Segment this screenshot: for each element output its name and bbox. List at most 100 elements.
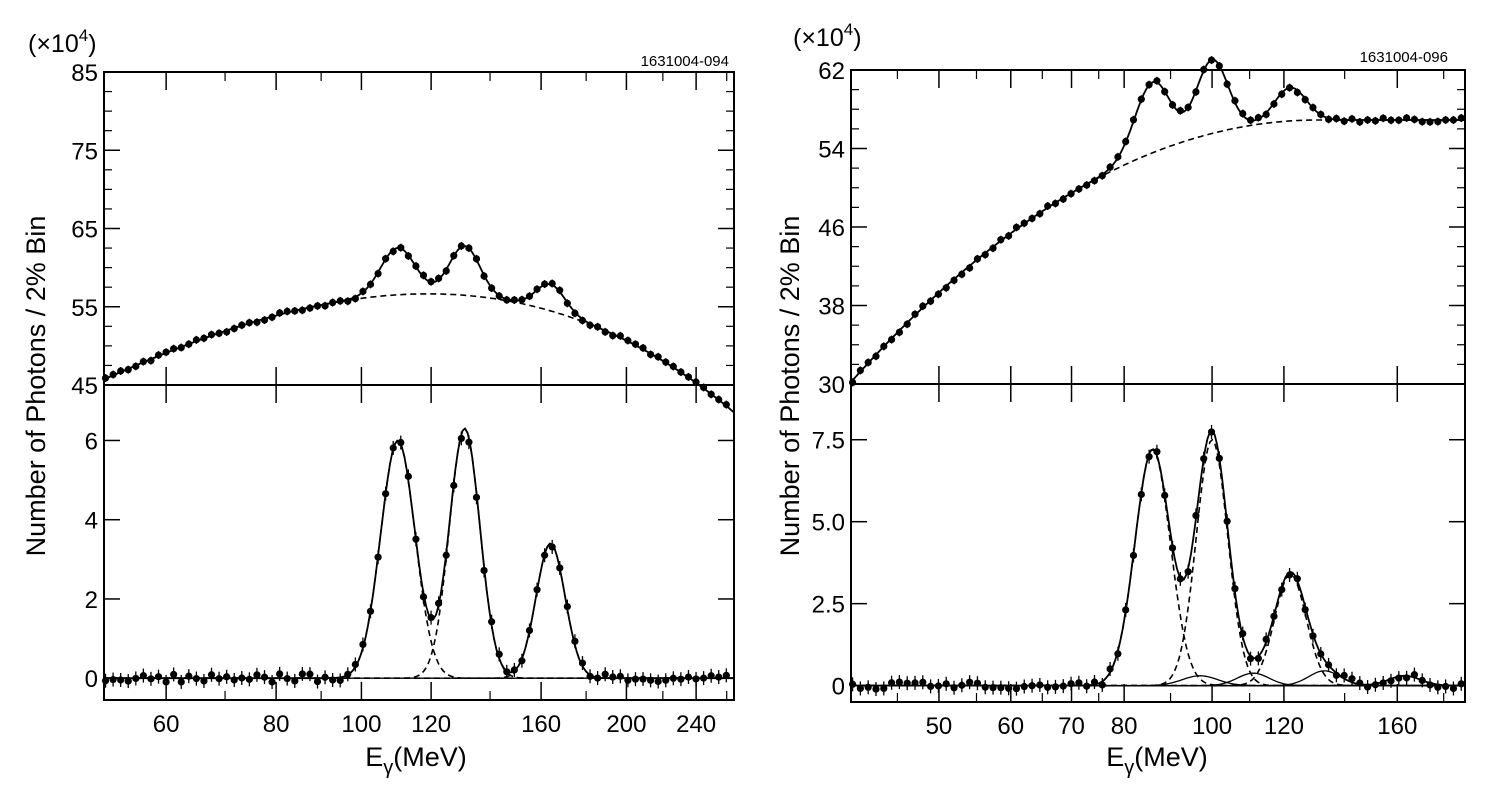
right-y-axis-title: Number of Photons / 2% Bin	[775, 216, 805, 557]
left-upper-data-point	[374, 269, 382, 278]
right-lower-y-tick-label: 2.5	[812, 592, 845, 619]
left-upper-data-point	[291, 307, 299, 315]
left-x-axis-title: Eγ(MeV)	[365, 742, 467, 779]
left-lower-data-point	[245, 675, 253, 683]
right-upper-data-point	[1044, 202, 1052, 210]
right-upper-data-point	[1309, 103, 1317, 112]
left-lower-data-point	[313, 677, 322, 686]
right-upper-data-point	[1457, 114, 1465, 122]
right-upper-data-point	[1285, 84, 1294, 92]
left-upper-data-point	[238, 321, 246, 329]
left-lower-data-point	[298, 670, 306, 678]
left-lower-data-point	[609, 673, 617, 681]
right-lower-data-point	[950, 684, 958, 692]
right-upper-data-point	[997, 236, 1005, 244]
left-upper-data-point	[624, 336, 632, 345]
left-lower-y-tick-label: 2	[85, 587, 98, 614]
right-lower-data-point	[1036, 681, 1044, 689]
right-lower-data-point	[1051, 683, 1060, 691]
right-lower-data-point	[864, 683, 872, 691]
left-lower-data-point	[397, 438, 405, 447]
left-lower-data-point	[616, 672, 624, 680]
right-upper-data-point	[1090, 177, 1099, 185]
left-lower-data-point	[139, 672, 147, 680]
right-upper-background-curve	[850, 119, 1465, 383]
right-lower-data-point	[1262, 635, 1270, 643]
left-upper-data-point	[329, 298, 337, 307]
left-upper-data-point	[245, 319, 253, 327]
left-lower-data-point	[124, 677, 132, 685]
left-upper-data-point	[548, 279, 556, 288]
right-lower-data-point	[895, 678, 903, 686]
left-upper-data-point	[412, 262, 420, 270]
right-lower-data-point	[927, 682, 935, 690]
left-upper-data-point	[450, 252, 458, 260]
right-lower-data-point	[1324, 661, 1333, 669]
left-upper-data-point	[192, 336, 200, 344]
left-lower-data-point	[684, 673, 693, 681]
left-lower-data-point	[692, 675, 700, 683]
left-lower-data-point	[404, 472, 412, 480]
right-x-tick-label: 70	[1058, 713, 1085, 740]
left-upper-data-point	[154, 351, 163, 359]
left-upper-data-point	[647, 350, 655, 359]
right-lower-data-point	[1200, 455, 1208, 463]
left-upper-data-point	[223, 328, 231, 336]
left-chart-marks: 45 55 65 75 85 0 2 4 6 60 80 100 120 160 200 240	[71, 60, 735, 738]
right-lower-data-point	[1122, 606, 1130, 614]
left-upper-data-point	[533, 285, 541, 293]
left-lower-data-point	[359, 640, 367, 649]
right-lower-peak-curve	[851, 438, 1465, 687]
left-upper-data-point	[427, 278, 435, 286]
left-upper-data-point	[495, 292, 503, 300]
right-lower-data-point	[1442, 682, 1450, 691]
right-lower-data-point	[1395, 674, 1403, 682]
left-lower-data-point	[510, 666, 518, 674]
right-upper-data-point	[1231, 97, 1239, 105]
right-upper-data-point	[911, 310, 919, 318]
left-upper-data-point	[313, 302, 322, 310]
left-upper-data-point	[594, 323, 602, 331]
left-upper-data-point	[404, 252, 412, 260]
right-lower-data-point	[1340, 671, 1348, 680]
left-upper-data-point	[336, 297, 344, 305]
right-lower-data-point	[1207, 428, 1216, 436]
right-upper-data-point	[1301, 96, 1309, 104]
left-upper-data-point	[435, 274, 443, 282]
right-upper-data-point	[1340, 117, 1348, 125]
right-lower-data-point	[1457, 680, 1465, 688]
right-upper-data-point	[981, 251, 989, 259]
left-upper-data-point	[465, 244, 473, 252]
left-upper-data-point	[586, 321, 594, 329]
right-lower-data-point	[1239, 629, 1247, 638]
left-upper-data-point	[260, 316, 269, 324]
left-upper-data-point	[359, 287, 367, 296]
left-upper-data-point	[253, 318, 261, 326]
right-x-axis-title: Eγ(MeV)	[1106, 742, 1208, 779]
right-upper-data-point	[1161, 88, 1169, 96]
left-lower-fit-curve	[104, 427, 734, 680]
right-upper-data-point	[1028, 214, 1036, 223]
right-lower-data-point	[1418, 676, 1426, 684]
right-lower-fit-curve	[851, 429, 1465, 687]
right-upper-data-point	[856, 366, 864, 375]
left-lower-data-point	[382, 490, 390, 498]
right-upper-data-point	[1215, 62, 1223, 70]
left-lower-data-point	[351, 660, 359, 669]
right-lower-data-point	[1403, 674, 1411, 682]
left-lower-data-point	[427, 614, 435, 622]
right-lower-data-point	[934, 682, 943, 690]
left-lower-data-point	[518, 657, 526, 665]
right-lower-data-point	[1145, 453, 1153, 461]
right-run-id: 1631004-096	[1360, 49, 1448, 66]
left-upper-data-point	[147, 357, 155, 365]
left-upper-data-point	[510, 296, 518, 304]
left-lower-data-point	[154, 673, 163, 681]
left-lower-data-point	[578, 659, 587, 667]
left-lower-data-point	[533, 586, 541, 594]
right-upper-data-point	[1176, 107, 1184, 115]
right-upper-data-point	[927, 297, 935, 305]
right-upper-data-point	[934, 290, 943, 298]
right-upper-data-point	[1129, 116, 1138, 124]
